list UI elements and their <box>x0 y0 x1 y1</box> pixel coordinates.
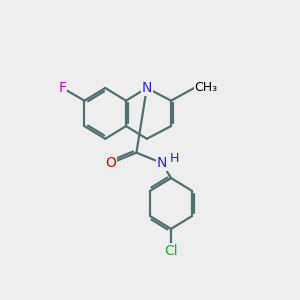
Text: O: O <box>106 156 116 170</box>
Text: H: H <box>170 152 179 165</box>
Text: Cl: Cl <box>164 244 178 258</box>
Text: N: N <box>142 81 152 95</box>
Text: F: F <box>58 81 67 95</box>
Text: CH₃: CH₃ <box>194 82 217 94</box>
Text: N: N <box>157 156 167 170</box>
